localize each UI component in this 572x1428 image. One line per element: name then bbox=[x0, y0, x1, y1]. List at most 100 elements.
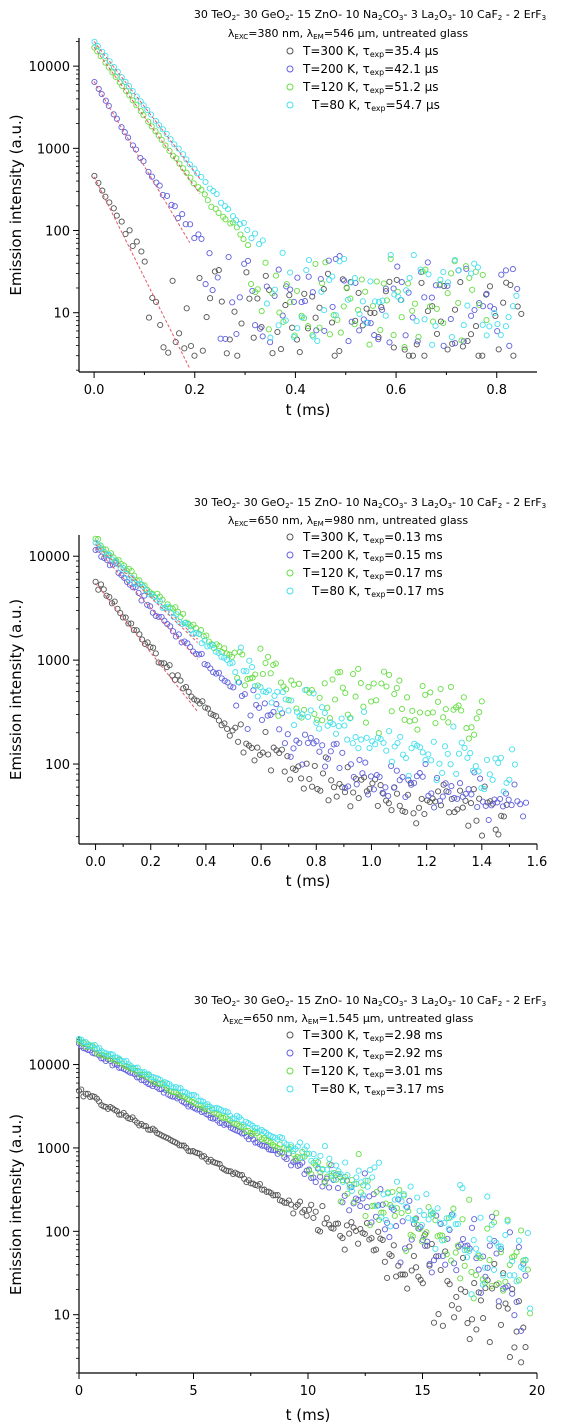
data-point bbox=[156, 182, 163, 189]
data-point bbox=[331, 352, 338, 359]
data-point bbox=[281, 740, 288, 747]
data-point bbox=[191, 235, 198, 242]
data-point bbox=[419, 773, 426, 780]
data-point bbox=[375, 1159, 383, 1166]
data-point bbox=[481, 1264, 489, 1271]
data-point bbox=[314, 337, 321, 345]
data-point bbox=[312, 1208, 319, 1215]
subscript-text: 2 bbox=[498, 13, 503, 22]
data-point bbox=[466, 1196, 473, 1203]
legend-label: T=80 K, τexp=0.17 ms bbox=[311, 584, 444, 599]
data-point bbox=[251, 1124, 258, 1131]
data-point bbox=[502, 323, 509, 330]
data-point bbox=[415, 804, 423, 811]
data-point bbox=[290, 298, 297, 305]
data-point bbox=[393, 684, 400, 692]
data-point bbox=[410, 810, 417, 817]
data-point bbox=[233, 330, 240, 338]
data-point bbox=[119, 614, 127, 621]
data-point bbox=[404, 1285, 411, 1292]
data-point bbox=[437, 1266, 444, 1274]
data-point bbox=[386, 671, 393, 678]
data-point bbox=[381, 1226, 388, 1233]
data-point bbox=[462, 263, 469, 270]
data-point bbox=[305, 273, 312, 280]
data-point bbox=[316, 694, 323, 701]
data-point bbox=[319, 1203, 326, 1210]
data-point bbox=[281, 768, 288, 775]
data-point bbox=[435, 1311, 442, 1318]
data-point bbox=[361, 1170, 368, 1177]
data-point bbox=[444, 1235, 451, 1242]
data-point bbox=[454, 806, 461, 813]
data-point bbox=[289, 324, 296, 331]
data-point bbox=[378, 1214, 385, 1221]
data-point bbox=[148, 173, 156, 180]
data-point bbox=[436, 1232, 443, 1239]
data-point bbox=[454, 1220, 461, 1228]
data-point bbox=[362, 1177, 369, 1184]
data-point bbox=[214, 274, 221, 281]
data-point bbox=[459, 793, 466, 800]
text-run: 30 TeO bbox=[194, 994, 232, 1007]
data-point bbox=[515, 1244, 522, 1251]
data-point bbox=[331, 696, 339, 703]
data-point bbox=[334, 1185, 342, 1192]
subscript-text: 2 bbox=[285, 999, 290, 1008]
data-point bbox=[422, 760, 429, 768]
data-point bbox=[329, 303, 336, 310]
data-point bbox=[350, 773, 357, 780]
data-point bbox=[468, 1316, 476, 1323]
data-point bbox=[257, 684, 264, 691]
data-point bbox=[443, 1251, 450, 1258]
data-point bbox=[379, 1236, 386, 1243]
data-point bbox=[195, 651, 202, 658]
data-point bbox=[210, 188, 217, 195]
data-point bbox=[380, 280, 387, 287]
data-point bbox=[226, 660, 233, 667]
data-point bbox=[504, 1216, 511, 1223]
data-point bbox=[117, 609, 124, 617]
data-point bbox=[376, 773, 383, 780]
data-point bbox=[305, 1206, 313, 1213]
data-point bbox=[414, 338, 421, 345]
data-point bbox=[372, 741, 379, 748]
data-point bbox=[317, 1152, 324, 1159]
data-point bbox=[141, 258, 148, 265]
data-point bbox=[398, 1209, 405, 1217]
data-point bbox=[375, 1228, 382, 1235]
data-point bbox=[347, 803, 354, 810]
data-point bbox=[175, 1085, 182, 1092]
data-point bbox=[386, 1234, 393, 1241]
data-point bbox=[243, 269, 250, 276]
data-point bbox=[509, 1286, 516, 1293]
data-point bbox=[372, 1213, 380, 1220]
data-point bbox=[364, 1183, 371, 1190]
data-point bbox=[468, 270, 475, 277]
data-point bbox=[303, 760, 310, 767]
x-tick-label: 15 bbox=[414, 1384, 431, 1399]
data-point bbox=[306, 1150, 313, 1157]
fit-line bbox=[95, 540, 198, 640]
data-point bbox=[194, 170, 201, 177]
data-point bbox=[476, 795, 483, 802]
text-run: =0.15 ms bbox=[384, 548, 443, 562]
data-point bbox=[284, 753, 291, 760]
data-point bbox=[363, 1203, 371, 1211]
data-point bbox=[353, 1174, 360, 1181]
data-point bbox=[524, 1266, 531, 1273]
data-point bbox=[474, 803, 481, 811]
data-point bbox=[187, 644, 194, 651]
data-point bbox=[466, 1247, 473, 1255]
data-point bbox=[250, 334, 257, 341]
data-point bbox=[323, 1215, 330, 1222]
data-point bbox=[334, 669, 341, 676]
text-run: - 15 ZnO- 10 Na bbox=[290, 496, 378, 509]
data-point bbox=[99, 187, 106, 194]
data-point bbox=[432, 322, 439, 329]
data-point bbox=[193, 1093, 200, 1100]
legend-marker bbox=[286, 1031, 294, 1039]
data-point bbox=[240, 667, 247, 674]
data-point bbox=[221, 203, 229, 210]
data-point bbox=[509, 746, 516, 753]
